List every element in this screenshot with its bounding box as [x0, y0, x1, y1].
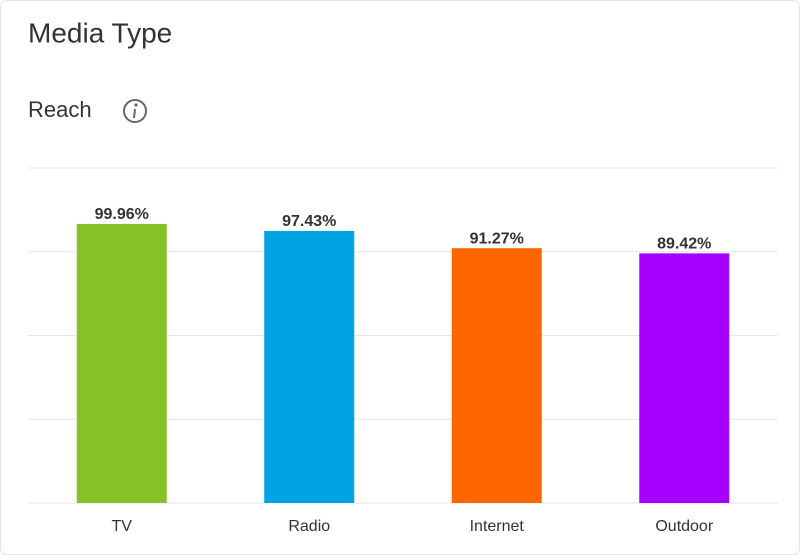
x-tick-label: Radio — [288, 518, 330, 535]
info-stem — [133, 108, 136, 119]
value-label: 99.96% — [95, 206, 149, 223]
bar — [76, 223, 167, 503]
x-tick-label: Outdoor — [655, 518, 713, 535]
value-label: 91.27% — [470, 230, 524, 247]
chart-title: Media Type — [28, 17, 172, 48]
info-circle — [123, 99, 147, 123]
value-label: 89.42% — [657, 236, 711, 253]
value-label: 97.43% — [282, 213, 336, 230]
info-dot — [134, 103, 138, 107]
bar — [451, 248, 542, 503]
info-icon[interactable] — [123, 99, 147, 123]
bar — [264, 231, 355, 503]
x-tick-label: Internet — [470, 518, 525, 535]
bar — [639, 253, 730, 503]
x-tick-label: TV — [112, 518, 133, 535]
chart-subtitle: Reach — [28, 97, 92, 122]
